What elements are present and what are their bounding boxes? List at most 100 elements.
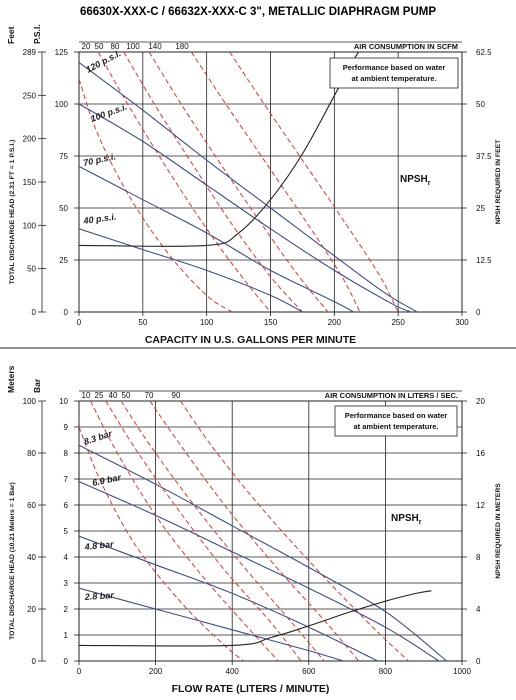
chart0-air-curve-100 <box>148 52 329 312</box>
chart1-inner-tick-label-6: 6 <box>64 501 69 510</box>
chart0-right-tick-label-0: 0 <box>476 308 481 317</box>
chart0-series-100-p-s-i- <box>79 103 412 312</box>
chart1-npsh-label-main: NPSH <box>391 513 419 524</box>
chart1-air-axis-label: AIR CONSUMPTION IN LITERS / SEC. <box>325 391 458 400</box>
chart1-air-tick-25: 25 <box>95 391 104 400</box>
chart1-y-axis-title: TOTAL DISCHARGE HEAD (10.21 Meters = 1 B… <box>9 482 16 640</box>
chart1-x-tick-label-5: 1000 <box>453 667 471 676</box>
chart1-inner-tick-label-1: 1 <box>64 631 69 640</box>
chart0-outer-tick-label-4: 200 <box>23 135 37 144</box>
chart0-series-70-p-s-i- <box>79 165 354 312</box>
chart0-x-tick-label-3: 150 <box>264 318 278 327</box>
chart1-right-axis-title: NPSH REQUIRED IN METERS <box>495 483 502 579</box>
chart-lpm: AIR CONSUMPTION IN LITERS / SEC.10 25 40 50… <box>6 365 502 695</box>
chart1-inner-tick-label-4: 4 <box>64 553 69 562</box>
chart0-air-curve-20 <box>79 78 233 312</box>
chart0-inner-tick-label-3: 75 <box>59 152 68 161</box>
chart1-outer-tick-label-0: 0 <box>32 657 37 666</box>
chart0-outer-tick-label-0: 0 <box>32 308 37 317</box>
chart0-inner-unit-label: P.S.I. <box>32 24 42 44</box>
chart1-right-tick-label-0: 0 <box>476 657 481 666</box>
chart0-air-tick-50: 50 <box>95 42 104 51</box>
chart0-x-tick-label-5: 250 <box>391 318 405 327</box>
chart1-air-tick-10: 10 <box>82 391 91 400</box>
chart1-air-curve-25 <box>90 401 279 661</box>
chart1-inner-tick-label-10: 10 <box>59 397 68 406</box>
chart0-inner-tick-label-2: 50 <box>59 204 68 213</box>
chart0-curves <box>79 52 418 312</box>
chart1-air-tick-50: 50 <box>122 391 131 400</box>
chart0-npsh-label: NPSHr <box>400 174 431 187</box>
chart1-series-label-0: 8.3 bar <box>83 428 114 447</box>
chart0-note-line-2: at ambient temperature. <box>351 74 436 83</box>
chart1-curves <box>79 401 448 661</box>
chart1-npsh-label-sub: r <box>419 519 422 526</box>
chart1-outer-unit-label: Meters <box>6 365 16 393</box>
chart1-note-line-1: Performance based on water <box>345 411 448 420</box>
chart-gpm: AIR CONSUMPTION IN SCFM 20 50 80 100 140 180 0 5… <box>6 24 502 346</box>
page-title: 66630X-XXX-C / 66632X-XXX-C 3", METALLIC… <box>80 6 436 18</box>
chart0-series-40-p-s-i- <box>79 228 303 312</box>
chart0-x-tick-label-2: 100 <box>200 318 214 327</box>
chart1-x-tick-label-2: 400 <box>226 667 240 676</box>
chart1-air-tick-90: 90 <box>172 391 181 400</box>
chart0-outer-tick-label-5: 250 <box>23 91 37 100</box>
chart1-outer-tick-label-2: 40 <box>27 553 36 562</box>
chart1-air-curve-10 <box>79 426 245 661</box>
chart0-series-120-p-s-i- <box>79 61 418 312</box>
chart1-series-label-1: 6.9 bar <box>91 472 122 488</box>
chart0-air-tick-180: 180 <box>175 42 189 51</box>
chart1-inner-tick-label-9: 9 <box>64 423 69 432</box>
chart1-outer-tick-label-1: 20 <box>27 605 36 614</box>
chart0-air-tick-140: 140 <box>148 42 162 51</box>
chart0-air-curve-50 <box>97 52 271 312</box>
chart1-outer-tick-label-4: 80 <box>27 449 36 458</box>
chart1-series-8-3-bar <box>79 444 448 661</box>
chart1-right-tick-label-4: 16 <box>476 449 485 458</box>
chart1-air-tick-40: 40 <box>109 391 118 400</box>
chart0-outer-unit-label: Feet <box>6 26 16 44</box>
chart0-npsh-label-sub: r <box>428 180 431 187</box>
chart0-x-tick-label-4: 200 <box>328 318 342 327</box>
chart0-right-tick-label-2: 25 <box>476 204 485 213</box>
chart0-npsh-label-main: NPSH <box>400 174 428 185</box>
chart1-outer-tick-label-5: 100 <box>23 397 37 406</box>
chart0-series-label-3: 40 p.s.i. <box>82 211 117 226</box>
chart0-y-axis-title: TOTAL DISCHARGE HEAD (2.31 FT = 1 P.S.I.… <box>9 140 16 285</box>
chart1-x-tick-label-1: 200 <box>149 667 163 676</box>
chart1-outer-tick-label-3: 60 <box>27 501 36 510</box>
chart0-air-axis-label: AIR CONSUMPTION IN SCFM <box>354 42 458 51</box>
chart0-npsh-curve <box>79 52 360 247</box>
chart0-right-tick-label-5: 62.5 <box>476 48 492 57</box>
chart1-right-tick-label-2: 8 <box>476 553 481 562</box>
chart0-x-tick-label-6: 300 <box>455 318 469 327</box>
chart0-x-tick-label-1: 50 <box>138 318 147 327</box>
chart0-air-curve-180 <box>229 52 399 312</box>
chart0-inner-tick-label-1: 25 <box>59 256 68 265</box>
chart1-air-curve-50 <box>120 401 325 661</box>
chart0-air-tick-80: 80 <box>111 42 120 51</box>
chart0-right-tick-label-1: 12.5 <box>476 256 492 265</box>
chart1-npsh-curve <box>79 590 432 647</box>
chart0-outer-tick-label-1: 50 <box>27 265 36 274</box>
chart1-x-tick-label-3: 600 <box>302 667 316 676</box>
chart1-series-label-3: 2.8 bar <box>83 590 114 602</box>
chart1-plot-frame <box>78 400 463 662</box>
chart0-inner-tick-label-4: 100 <box>55 100 69 109</box>
chart0-right-tick-label-3: 37.5 <box>476 152 492 161</box>
chart1-air-tick-70: 70 <box>145 391 154 400</box>
chart1-x-tick-label-0: 0 <box>77 667 82 676</box>
chart1-x-axis-title: FLOW RATE (LITERS / MINUTE) <box>172 683 330 695</box>
chart0-series-label-2: 70 p.s.i. <box>82 151 116 168</box>
chart0-air-curve-80 <box>123 52 303 312</box>
chart1-inner-unit-label: Bar <box>32 378 42 393</box>
chart1-inner-tick-label-2: 2 <box>64 605 69 614</box>
chart0-right-tick-label-4: 50 <box>476 100 485 109</box>
chart1-inner-tick-label-7: 7 <box>64 475 69 484</box>
chart1-series-4-8-bar <box>79 535 378 661</box>
chart0-note-box <box>329 57 459 89</box>
chart0-note-line-1: Performance based on water <box>343 63 446 72</box>
chart0-outer-tick-label-3: 150 <box>23 178 37 187</box>
chart1-right-tick-label-3: 12 <box>476 501 485 510</box>
